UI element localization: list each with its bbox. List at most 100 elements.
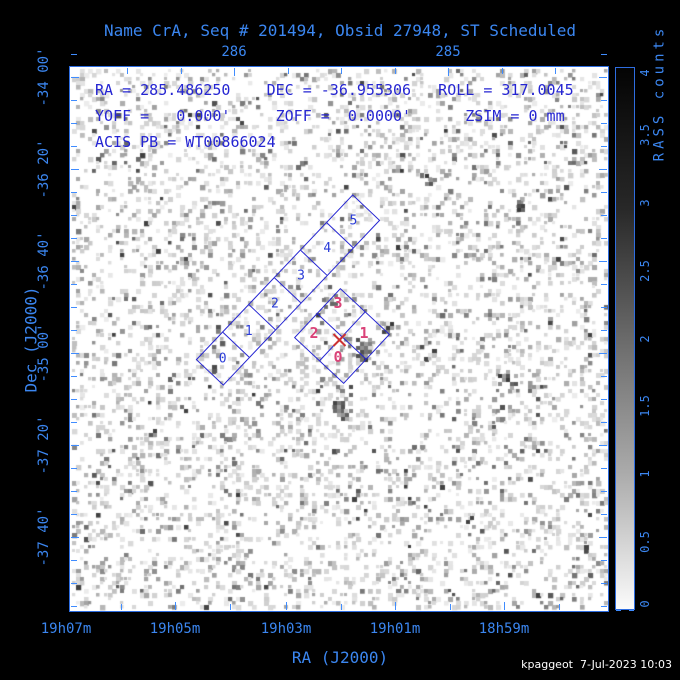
pointing-info-line1: RA = 285.486250 DEC = -36.955306 ROLL = … <box>95 81 574 99</box>
axis-tick <box>71 445 79 446</box>
axis-tick <box>71 307 77 308</box>
axis-tick <box>71 376 77 377</box>
axis-tick <box>601 307 607 308</box>
axis-tick <box>71 100 77 101</box>
plot-frame <box>69 66 609 612</box>
axis-tick <box>599 353 607 354</box>
axis-tick <box>601 422 607 423</box>
colorbar-tick-label: 3.5 <box>638 124 652 146</box>
axis-tick <box>71 238 77 239</box>
axis-tick <box>71 330 77 331</box>
axis-tick <box>71 192 77 193</box>
x-tick-label: 18h59m <box>478 621 530 637</box>
y-axis-title: Dec (J2000) <box>21 286 41 393</box>
axis-tick <box>71 54 77 55</box>
axis-tick <box>286 602 287 610</box>
axis-tick <box>601 146 607 147</box>
colorbar-tick-label: 3 <box>638 199 652 207</box>
x-tick-label: 19h07m <box>40 621 92 637</box>
x-tick-label: 19h03m <box>260 621 312 637</box>
axis-tick <box>71 215 77 216</box>
axis-tick <box>234 68 235 76</box>
acis-s-chip-label: 5 <box>349 213 357 229</box>
colorbar-tick-label: 1 <box>638 470 652 478</box>
axis-tick <box>601 376 607 377</box>
axis-tick <box>629 610 634 611</box>
axis-tick <box>601 238 607 239</box>
axis-tick <box>599 77 607 78</box>
acis-i-chip-label: 1 <box>359 324 369 342</box>
axis-tick <box>71 146 77 147</box>
axis-tick <box>340 604 342 610</box>
axis-tick <box>601 560 607 561</box>
creator-timestamp: kpaggeot 7-Jul-2023 10:03 <box>521 658 672 671</box>
axis-tick <box>449 604 451 610</box>
y-tick-label: -37 40' <box>36 507 52 567</box>
axis-tick <box>601 514 607 515</box>
axis-tick <box>616 610 621 611</box>
axis-tick <box>341 68 342 74</box>
axis-tick <box>71 606 77 607</box>
axis-tick <box>395 602 396 610</box>
axis-tick <box>71 422 77 423</box>
y-tick-label: -36 20' <box>36 139 52 199</box>
y-tick-label: -37 20' <box>36 415 52 475</box>
axis-tick <box>601 399 607 400</box>
axis-tick <box>71 399 77 400</box>
axis-tick <box>555 68 556 74</box>
colorbar-tick-label: 0.5 <box>638 531 652 553</box>
pointing-info-line3: ACIS PB = WT00866024 <box>95 133 276 151</box>
acis-s-chip-label: 3 <box>297 268 305 284</box>
axis-tick <box>601 192 607 193</box>
axis-tick <box>601 491 607 492</box>
y-tick-label: -34 00' <box>36 47 52 107</box>
axis-tick <box>71 353 79 354</box>
axis-tick <box>599 169 607 170</box>
x-tick-label: 19h05m <box>149 621 201 637</box>
axis-tick <box>601 123 607 124</box>
colorbar-tick-label: 2 <box>638 334 652 343</box>
acis-s-chip-label: 2 <box>271 296 279 312</box>
colorbar-tick-label: 0 <box>638 600 652 608</box>
axis-tick <box>71 514 77 515</box>
axis-tick <box>601 215 607 216</box>
axis-tick <box>601 100 607 101</box>
acis-i-chip-label: 0 <box>333 348 343 366</box>
acis-i-chip-label: 3 <box>333 294 343 312</box>
axis-tick <box>229 604 231 610</box>
axis-tick <box>601 583 607 584</box>
colorbar-title: RASS counts <box>651 24 668 162</box>
axis-tick <box>599 445 607 446</box>
axis-tick <box>71 169 79 170</box>
axis-tick <box>601 54 607 55</box>
axis-tick <box>599 261 607 262</box>
colorbar-tick-label: 1.5 <box>638 395 652 418</box>
axis-tick <box>448 68 449 76</box>
acis-s-chip-label: 0 <box>218 351 227 367</box>
acis-i-chip-label: 2 <box>309 324 319 342</box>
pointing-info-line2: YOFF = 0.000' ZOFF = 0.0000' ZSIM = 0 mm <box>95 107 565 125</box>
axis-tick <box>558 604 560 610</box>
axis-tick <box>287 68 289 74</box>
axis-tick <box>71 261 79 262</box>
axis-tick <box>601 284 607 285</box>
axis-tick <box>71 583 77 584</box>
acis-s-chip-label: 1 <box>245 323 253 339</box>
axis-tick <box>71 537 79 538</box>
acis-s-chip-label: 4 <box>323 241 331 257</box>
axis-tick <box>71 123 77 124</box>
axis-tick <box>71 560 77 561</box>
axis-tick <box>71 468 77 469</box>
colorbar-tick-label: 4 <box>638 69 652 77</box>
x-tick-label: 19h01m <box>369 621 421 637</box>
axis-tick <box>394 68 396 74</box>
axis-tick <box>71 284 77 285</box>
axis-tick <box>599 537 607 538</box>
axis-tick <box>601 468 607 469</box>
axis-tick <box>71 77 79 78</box>
colorbar <box>615 67 635 610</box>
axis-tick <box>601 330 607 331</box>
axis-tick <box>180 68 182 74</box>
top-tick-label: 285 <box>435 44 461 60</box>
